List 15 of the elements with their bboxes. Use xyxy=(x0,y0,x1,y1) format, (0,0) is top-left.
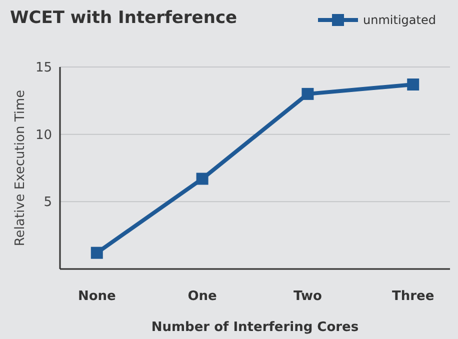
y-axis-title: Relative Execution Time xyxy=(13,90,28,246)
x-axis-title: Number of Interfering Cores xyxy=(151,320,359,335)
x-tick-label: Three xyxy=(392,289,434,304)
y-tick-label: 15 xyxy=(35,60,52,76)
legend-label: unmitigated xyxy=(363,13,436,28)
point xyxy=(196,172,208,185)
point xyxy=(90,246,103,259)
chart-title: WCET with Interference xyxy=(10,8,238,28)
x-tick-label: None xyxy=(78,289,116,304)
point xyxy=(302,88,314,100)
point xyxy=(407,78,420,91)
y-tick-label: 5 xyxy=(44,195,52,210)
x-tick-label: One xyxy=(188,289,218,304)
y-tick-label: 10 xyxy=(35,128,52,143)
x-tick-label: Two xyxy=(294,289,322,304)
